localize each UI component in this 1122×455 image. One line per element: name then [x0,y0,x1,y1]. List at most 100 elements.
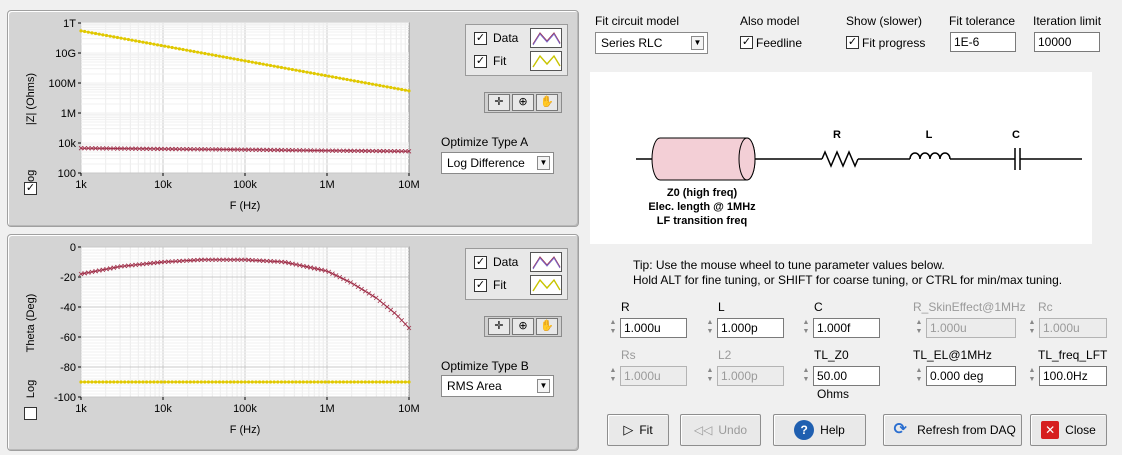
impedance-log-checkbox[interactable]: ✓ [24,182,37,195]
param-tl-freq-lft-input[interactable]: 100.0Hz [1039,366,1107,386]
impedance-fit-legend-label: Fit [493,54,507,68]
spinner-arrows-icon[interactable]: ▲ ▼ [802,367,810,383]
impedance-data-series-point [217,147,222,152]
phase-data-series-point [96,268,102,273]
iteration-limit-input[interactable]: 10000 [1034,32,1100,52]
refresh-button-label: Refresh from DAQ [917,423,1016,437]
param-rs-input[interactable]: 1.000u [620,366,687,386]
param-r-label: R [621,300,630,314]
phase-x-tick-label: 10k [154,403,172,415]
param-l-input[interactable]: 1.000p [717,318,784,338]
fit-button[interactable]: ▷ Fit [607,414,669,446]
phase-fit-series-point [177,380,181,384]
param-r-skineffect-1mhz-input[interactable]: 1.000u [926,318,1016,338]
phase-y-tick-label: 0 [70,242,76,254]
impedance-x-tick-label: 1k [75,179,87,191]
impedance-fit-series-point [210,53,214,57]
phase-fit-series-point [217,380,222,384]
refresh-button[interactable]: ⟳ Refresh from DAQ [883,414,1022,446]
phase-log-label: Log [25,380,37,398]
param-tl-z0-input[interactable]: 50.00 Ohms [813,366,880,401]
phase-data-swatch[interactable] [530,252,562,272]
optimize-type-b-value: RMS Area [447,379,502,393]
phase-data-series-point [352,282,357,287]
phase-fit-series-point [112,380,116,384]
spinner-arrows-icon[interactable]: ▲ ▼ [915,367,923,383]
spinner-arrows-icon[interactable]: ▲ ▼ [1028,367,1036,383]
param-tl-el-1mhz-input[interactable]: 0.000 deg [926,366,1016,386]
phase-fit-series-point [97,380,101,384]
fit-progress-checkbox[interactable]: ✓ [846,36,859,49]
impedance-fit-series-point [407,89,411,93]
impedance-data-series-point [260,147,266,153]
zoom-icon[interactable]: ⊕ [512,94,534,111]
phase-fit-swatch[interactable] [530,275,562,295]
phase-log-checkbox[interactable] [24,407,37,420]
impedance-data-series-point [406,149,412,154]
cursor-move-icon[interactable]: ✛ [488,318,510,335]
phase-data-series-point [370,293,375,298]
phase-fit-series-point [268,380,273,384]
impedance-fit-swatch[interactable] [530,51,562,71]
phase-data-series-point [260,258,266,264]
spinner-arrows-icon[interactable]: ▲ ▼ [706,319,714,335]
pan-hand-icon[interactable]: ✋ [536,94,558,111]
phase-data-series-point [399,317,404,323]
impedance-fit-series-point [203,51,207,56]
impedance-data-series-point [118,146,124,151]
impedance-data-series-point [220,147,226,152]
zoom-icon[interactable]: ⊕ [512,318,534,335]
param-r-input[interactable]: 1.000u [620,318,687,338]
optimize-type-a-select[interactable]: Log Difference ▼ [441,152,554,174]
impedance-fit-series-point [155,43,160,47]
impedance-fit-series-point [115,35,120,40]
impedance-data-series-point [133,146,138,151]
rewind-icon: ◁◁ [693,423,713,437]
impedance-data-series-point [348,148,353,154]
phase-data-series-point [202,257,208,263]
impedance-data-series-point [275,147,281,153]
phase-data-series-point [224,257,230,263]
spinner-arrows-icon: ▲ ▼ [706,367,714,383]
feedline-checkbox[interactable]: ✓ [740,36,753,49]
param-l2-input[interactable]: 1.000p [717,366,784,386]
phase-fit-series-point [309,380,313,384]
cursor-move-icon[interactable]: ✛ [488,94,510,111]
impedance-fit-series-point [86,30,90,34]
phase-data-series-point [326,269,332,275]
impedance-y-tick-label: 10G [55,48,76,60]
phase-data-series-point [388,307,394,313]
phase-fit-checkbox[interactable]: ✓ [474,279,487,292]
optimize-type-b-select[interactable]: RMS Area ▼ [441,375,554,397]
phase-data-series-point [198,257,204,263]
impedance-fit-series-point [236,57,240,62]
param-c-input[interactable]: 1.000f [813,318,880,338]
fit-model-select[interactable]: Series RLC ▼ [595,32,708,54]
fit-button-label: Fit [639,423,653,437]
impedance-fit-series-point [294,68,298,72]
undo-button[interactable]: ◁◁ Undo [680,414,761,446]
phase-data-series-point [231,257,237,263]
impedance-fit-series-point [104,33,109,38]
help-button[interactable]: ? Help [773,414,866,446]
spinner-arrows-icon[interactable]: ▲ ▼ [609,319,617,335]
spinner-arrows-icon[interactable]: ▲ ▼ [802,319,810,335]
impedance-data-series-point [151,146,157,152]
phase-fit-series-point [330,380,335,384]
tl-z0-caption: Z0 (high freq) [667,187,738,199]
fit-tolerance-input[interactable]: 1E-6 [950,32,1016,52]
impedance-fit-series-point [349,78,353,82]
impedance-data-checkbox[interactable]: ✓ [474,32,487,45]
impedance-fit-series-point [389,85,393,90]
impedance-x-tick-label: 100k [233,179,257,191]
phase-fit-series-point [192,380,196,384]
close-button[interactable]: ✕ Close [1030,414,1107,446]
param-rc-input[interactable]: 1.000u [1039,318,1107,338]
phase-data-checkbox[interactable]: ✓ [474,256,487,269]
impedance-fit-checkbox[interactable]: ✓ [474,55,487,68]
impedance-data-swatch[interactable] [530,28,562,48]
pan-hand-icon[interactable]: ✋ [536,318,558,335]
phase-fit-series-point [123,380,127,384]
